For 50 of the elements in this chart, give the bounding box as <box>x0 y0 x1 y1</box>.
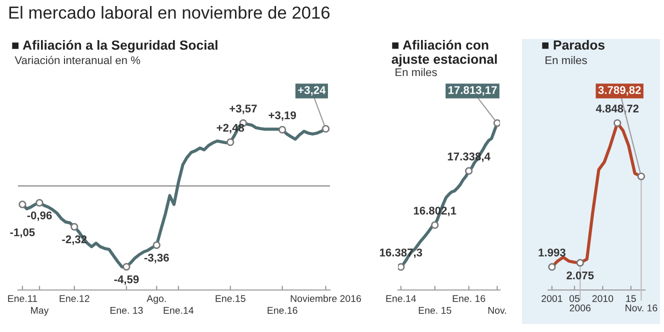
x-tick-label: Ago. <box>146 295 166 304</box>
x-tick-label: Ene.15 <box>216 295 246 302</box>
chart-title: ■ Afiliación a la Seguridad Social <box>12 40 218 52</box>
point <box>431 221 439 229</box>
chart-subtitle: Variación interanual en % <box>14 56 140 64</box>
chart-title: ■ Parados <box>542 40 605 50</box>
point <box>70 222 78 231</box>
x-tick-label: Noviembre 2016 <box>290 294 361 302</box>
data-label: 2.075 <box>566 271 594 280</box>
x2-tick-label: Ene.16 <box>268 306 298 314</box>
point <box>36 199 44 207</box>
point <box>226 138 234 146</box>
chart-subtitle: En miles <box>396 68 437 76</box>
data-label: +3,19 <box>268 111 296 121</box>
point <box>18 200 26 208</box>
x2-tick-label: Ene. 13 <box>110 306 143 314</box>
x-tick-label: Ene.11 <box>8 295 37 302</box>
x-tick-label: Ene. 16 <box>452 295 486 302</box>
x-tick-label: 05 <box>569 295 580 302</box>
chart-title: ■ Afiliación con ajuste estacional <box>392 40 497 67</box>
point <box>152 241 160 249</box>
data-label: 17.813,17 <box>448 86 497 96</box>
x2-tick-label: Ene.14 <box>164 307 194 314</box>
point <box>465 167 473 175</box>
data-label: -4,59 <box>114 275 139 285</box>
annotation: Nov. 16 <box>626 304 658 312</box>
x-tick-label: 15 <box>626 295 636 302</box>
point <box>122 262 130 271</box>
x-tick-label: 2001 <box>542 295 562 302</box>
data-label: -1,05 <box>10 228 35 238</box>
text: El mercado laboral en noviembre de 2016 <box>9 6 330 19</box>
data-label: -3,36 <box>144 254 169 264</box>
point <box>322 125 330 133</box>
chart-subtitle: En miles <box>546 56 587 64</box>
annotation: 2006 <box>570 304 591 312</box>
x2-tick-label: May <box>31 307 49 316</box>
data-label: -0,96 <box>27 211 52 221</box>
x-tick-label: Ene.12 <box>60 295 90 302</box>
x2-tick-label: Ene. 15 <box>418 307 452 314</box>
x-tick-label: 2010 <box>592 295 614 302</box>
point <box>278 126 286 134</box>
data-label: +3,57 <box>230 104 257 114</box>
point <box>493 119 500 127</box>
data-label: 3.789,82 <box>598 86 641 96</box>
data-label: 4.848,72 <box>596 104 639 114</box>
data-label: 1.993 <box>538 248 566 256</box>
x-tick-label: Ene.14 <box>386 295 416 302</box>
data-label: +3,24 <box>298 86 326 96</box>
point <box>398 263 405 271</box>
x2-tick-label: Nov. <box>488 307 506 314</box>
